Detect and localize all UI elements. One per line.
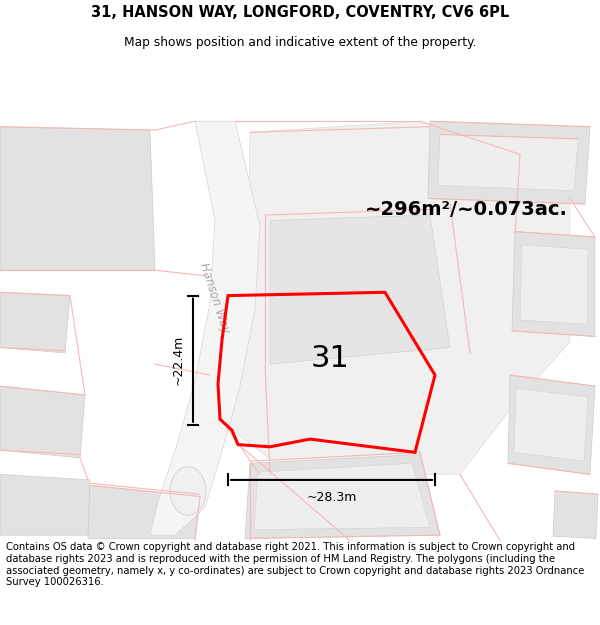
- Polygon shape: [245, 454, 440, 538]
- Text: Hanson Way: Hanson Way: [197, 261, 233, 335]
- Polygon shape: [225, 121, 570, 474]
- Text: Contains OS data © Crown copyright and database right 2021. This information is : Contains OS data © Crown copyright and d…: [6, 542, 584, 587]
- Polygon shape: [254, 463, 430, 529]
- Polygon shape: [0, 474, 90, 535]
- Text: ~28.3m: ~28.3m: [307, 491, 356, 504]
- Polygon shape: [514, 388, 588, 461]
- Text: ~22.4m: ~22.4m: [172, 335, 185, 385]
- Polygon shape: [508, 375, 595, 474]
- Polygon shape: [0, 386, 85, 458]
- Polygon shape: [0, 292, 70, 353]
- Polygon shape: [150, 121, 260, 535]
- Text: 31: 31: [311, 344, 349, 373]
- Polygon shape: [170, 467, 206, 515]
- Polygon shape: [553, 491, 598, 538]
- Polygon shape: [88, 486, 200, 538]
- Polygon shape: [438, 134, 578, 191]
- Text: ~296m²/~0.073ac.: ~296m²/~0.073ac.: [365, 200, 568, 219]
- Text: Map shows position and indicative extent of the property.: Map shows position and indicative extent…: [124, 36, 476, 49]
- Polygon shape: [520, 245, 588, 324]
- Polygon shape: [512, 232, 595, 336]
- Text: 31, HANSON WAY, LONGFORD, COVENTRY, CV6 6PL: 31, HANSON WAY, LONGFORD, COVENTRY, CV6 …: [91, 4, 509, 19]
- Polygon shape: [428, 121, 590, 204]
- Polygon shape: [0, 127, 155, 270]
- Polygon shape: [270, 215, 450, 364]
